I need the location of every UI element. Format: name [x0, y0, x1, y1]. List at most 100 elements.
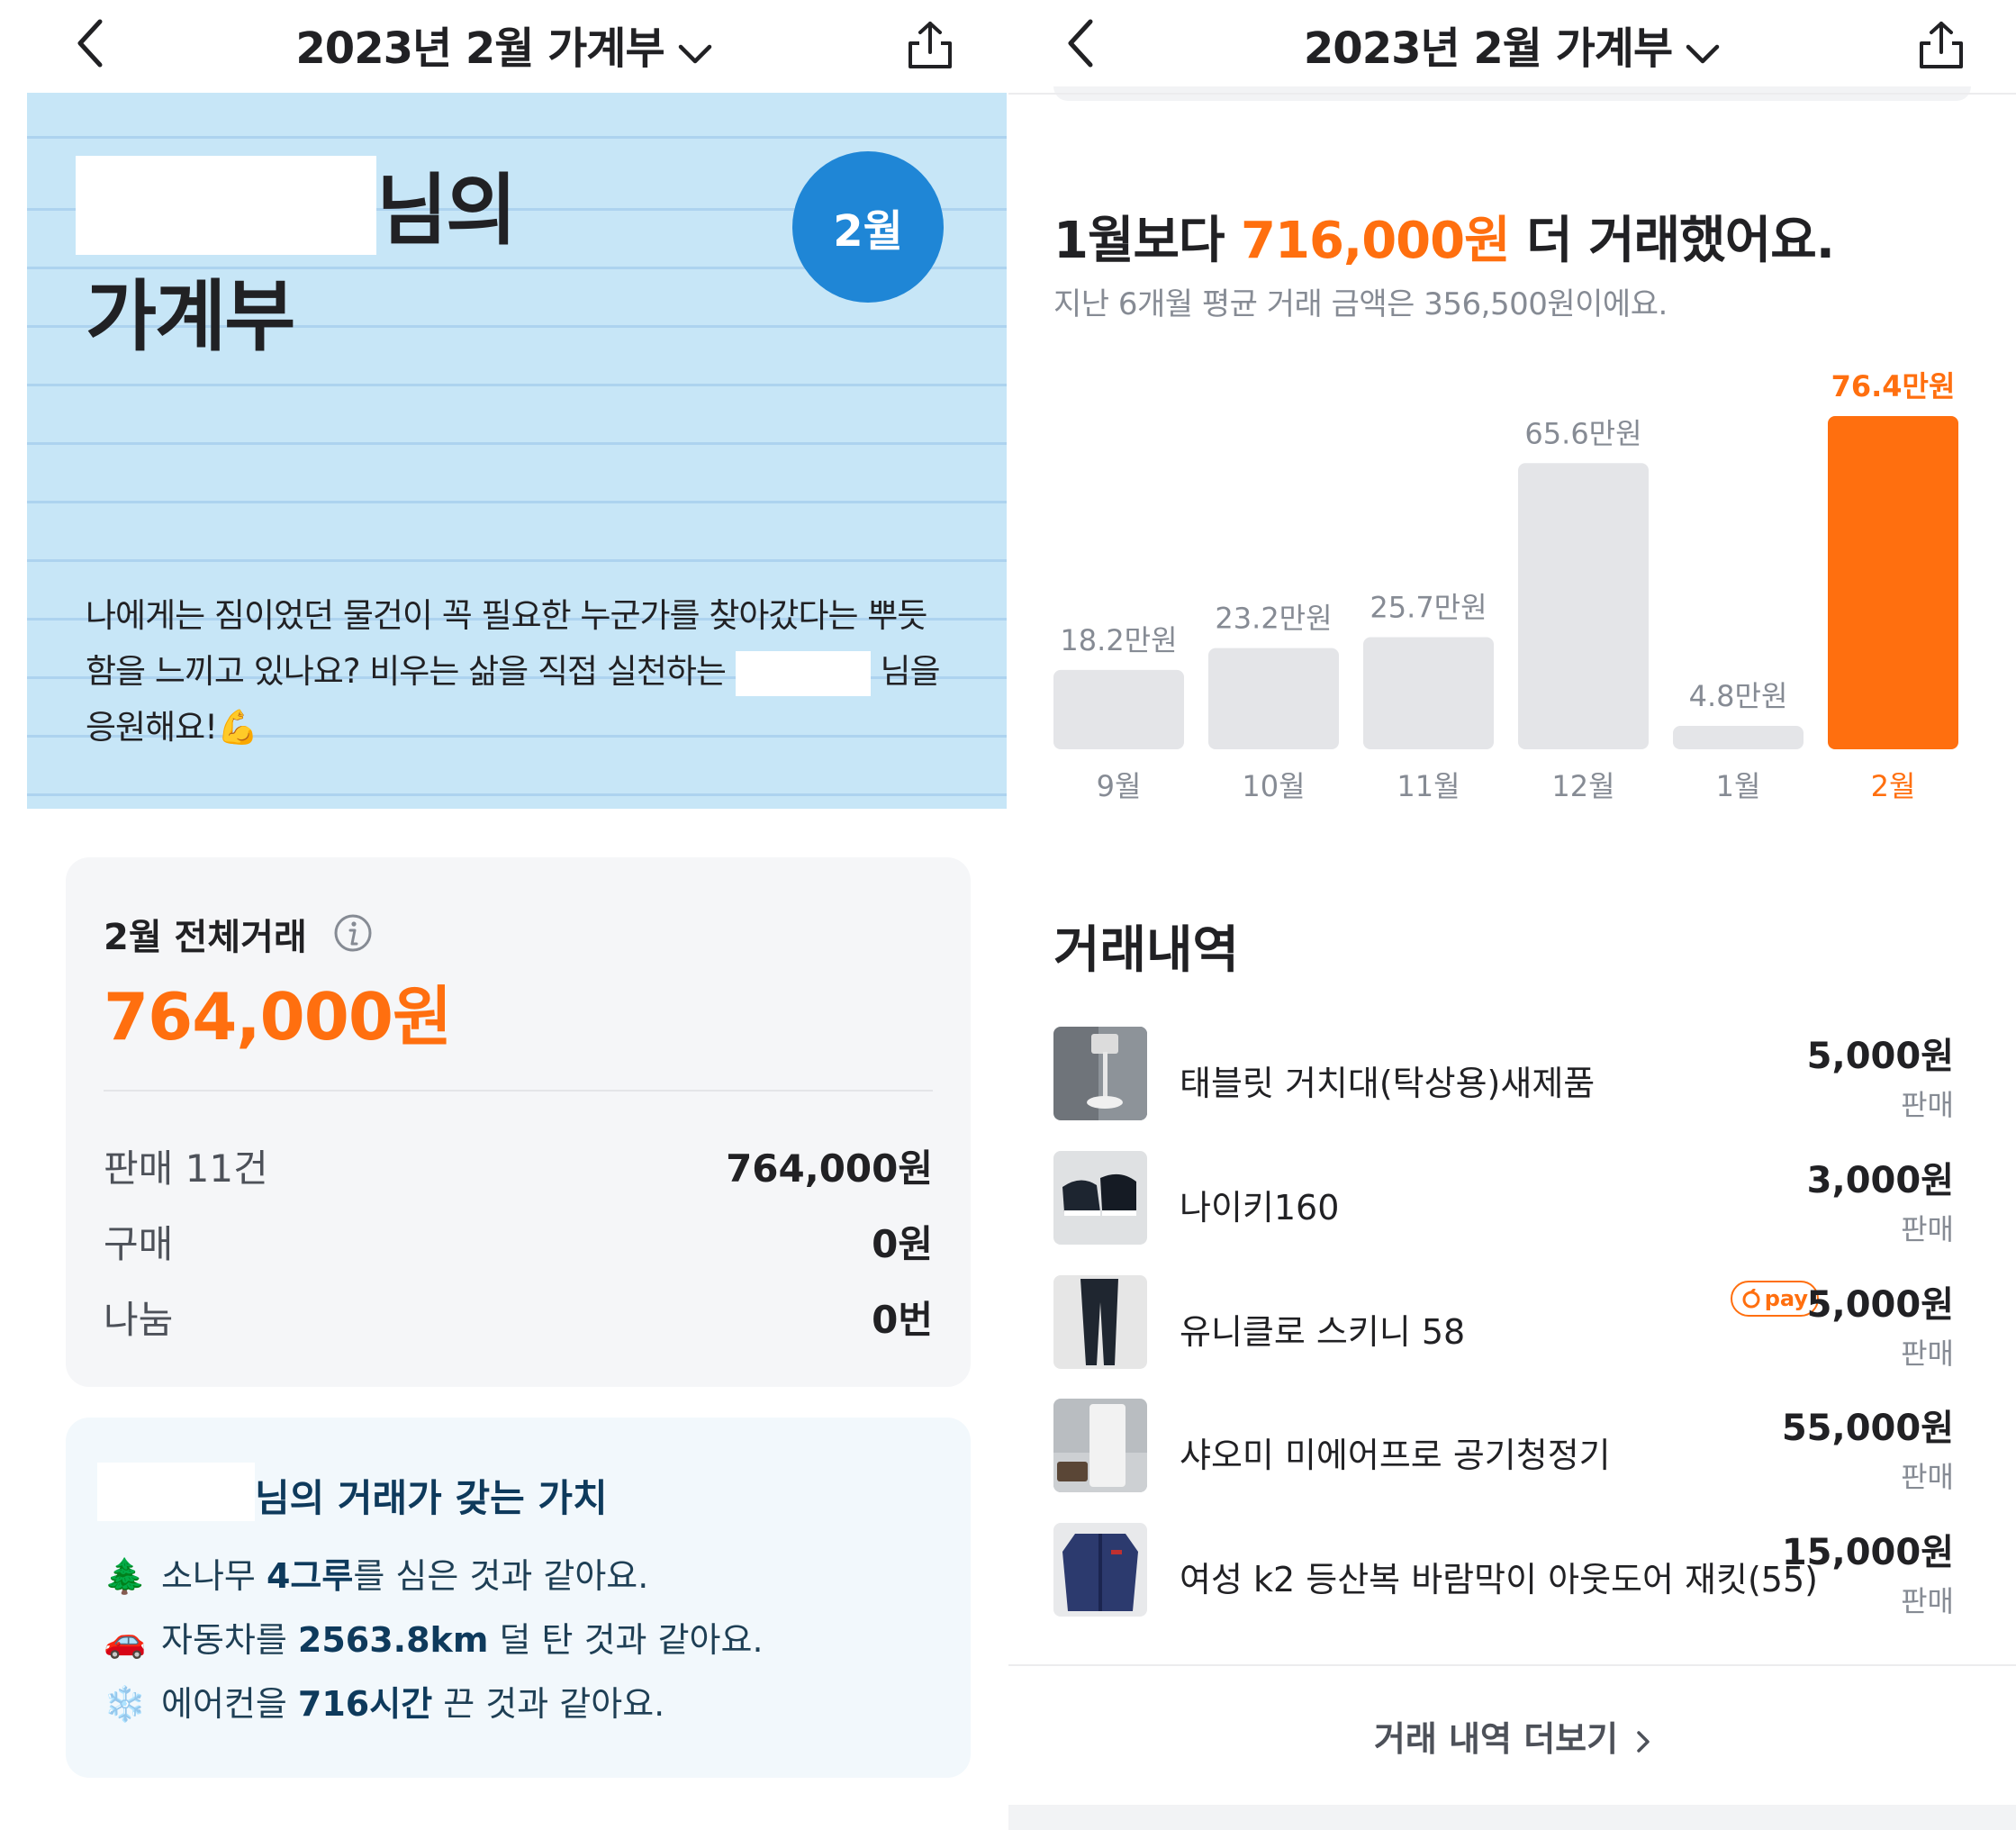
item-title: 나이키160: [1180, 1188, 1340, 1228]
summary-row-label: 나눔: [104, 1298, 174, 1342]
chart-value-label: 76.4만원: [1831, 369, 1956, 403]
transaction-item[interactable]: 샤오미 미에어프로 공기청정기 55,000원 판매: [1053, 1399, 1954, 1498]
page-title: 2023년 2월 가계부: [295, 23, 664, 74]
month-selector[interactable]: 2023년 2월 가계부: [1008, 13, 2016, 77]
snowflake-icon: ❄️: [104, 1684, 147, 1724]
divider: [1008, 1664, 2016, 1666]
transaction-item[interactable]: 유니클로 스키니 58 pay 5,000원 판매: [1053, 1275, 1954, 1374]
transaction-item[interactable]: 태블릿 거치대(탁상용)새제품 5,000원 판매: [1053, 1027, 1954, 1126]
value-row-trees: 🌲 소나무 4그루를 심은 것과 같아요.: [102, 1548, 648, 1598]
back-button[interactable]: [63, 11, 117, 76]
item-title: 샤오미 미에어프로 공기청정기: [1180, 1436, 1611, 1475]
summary-total-amount: 764,000원: [104, 979, 452, 1055]
share-icon: [1920, 22, 1963, 68]
summary-row-value: 0번: [872, 1298, 933, 1342]
summary-row-sales: 판매 11건 764,000원: [104, 1138, 933, 1201]
month-selector[interactable]: 2023년 2월 가계부: [0, 13, 1008, 77]
summary-row-purchase: 구매 0원: [104, 1214, 933, 1277]
summary-row-value: 764,000원: [726, 1146, 933, 1191]
tree-icon: 🌲: [104, 1556, 147, 1596]
chart-bar: [1673, 726, 1804, 749]
divider: [104, 1090, 933, 1092]
hero-description: 나에게는 짐이었던 물건이 꼭 필요한 누군가를 찾아갔다는 뿌듯함을 느끼고 …: [86, 588, 950, 756]
redacted-user-name: [97, 1463, 255, 1521]
chevron-right-icon: [1637, 1730, 1650, 1753]
share-button[interactable]: [1910, 13, 1973, 77]
value-text: 끈 것과 같아요.: [432, 1684, 665, 1724]
chart-category-label: 11월: [1397, 769, 1460, 803]
page-title: 2023년 2월 가계부: [1303, 23, 1673, 74]
value-highlight: 2563.8km: [297, 1620, 489, 1660]
item-price: 5,000원: [1806, 1036, 1954, 1077]
item-thumbnail: [1053, 1027, 1147, 1120]
item-price: 15,000원: [1781, 1532, 1954, 1573]
transaction-item[interactable]: 여성 k2 등산복 바람막이 아웃도어 재킷(55) 15,000원 판매: [1053, 1523, 1954, 1622]
hero-description-cheer: 님을 응원해요!💪: [86, 652, 941, 747]
transaction-item[interactable]: 나이키160 3,000원 판매: [1053, 1151, 1954, 1250]
share-icon: [909, 22, 952, 68]
item-price: 55,000원: [1781, 1408, 1954, 1449]
view-more-label: 거래 내역 더보기: [1373, 1719, 1619, 1759]
chart-category-label: 9월: [1097, 769, 1142, 803]
chart-value-label: 4.8만원: [1689, 679, 1788, 713]
chevron-left-icon: [77, 19, 103, 68]
chart-value-label: 23.2만원: [1215, 602, 1332, 636]
chart-category-label: 12월: [1551, 769, 1614, 803]
month-comparison-headline: 1월보다 716,000원 더 거래했어요.: [1053, 200, 1835, 273]
item-title: 유니클로 스키니 58: [1180, 1312, 1466, 1352]
info-icon[interactable]: [333, 913, 373, 953]
comparison-text: 1월보다: [1053, 212, 1242, 270]
car-icon: 🚗: [104, 1620, 147, 1660]
item-title: 여성 k2 등산복 바람막이 아웃도어 재킷(55): [1180, 1560, 1818, 1599]
item-trade-type: 판매: [1901, 1460, 1954, 1494]
item-trade-type: 판매: [1901, 1584, 1954, 1618]
comparison-text: 더 거래했어요.: [1509, 212, 1835, 270]
chart-bar: [1363, 637, 1494, 749]
comparison-amount: 716,000원: [1241, 212, 1511, 270]
item-trade-type: 판매: [1901, 1088, 1954, 1122]
value-card-title: 님의 거래가 갖는 가치: [255, 1476, 608, 1520]
chevron-down-icon: [1686, 44, 1720, 64]
item-thumbnail: [1053, 1523, 1147, 1617]
back-button[interactable]: [1053, 11, 1107, 76]
pay-badge: pay: [1730, 1281, 1819, 1317]
chart-category-label: 10월: [1242, 769, 1305, 803]
value-text: 에어컨을: [161, 1684, 298, 1724]
value-text: 덜 탄 것과 같아요.: [488, 1620, 764, 1660]
item-thumbnail: [1053, 1151, 1147, 1245]
transaction-history-title: 거래내역: [1053, 921, 1240, 980]
chart-category-label: 2월: [1871, 769, 1916, 803]
chart-category-label: 1월: [1716, 769, 1761, 803]
value-highlight: 4그루: [266, 1556, 354, 1596]
value-text: 소나무: [161, 1556, 267, 1596]
item-trade-type: 판매: [1901, 1212, 1954, 1246]
chart-bar: [1518, 463, 1649, 749]
chevron-down-icon: [678, 44, 711, 64]
carrot-pay-icon: [1742, 1289, 1760, 1309]
view-more-transactions-link[interactable]: 거래 내역 더보기: [1008, 1711, 2016, 1761]
value-row-car: 🚗 자동차를 2563.8km 덜 탄 것과 같아요.: [102, 1612, 764, 1662]
redacted-user-name: [735, 650, 871, 696]
share-button[interactable]: [899, 13, 962, 77]
summary-row-label: 판매 11건: [104, 1146, 268, 1191]
section-separator: [1008, 1805, 2016, 1830]
chart-value-label: 65.6만원: [1524, 416, 1641, 450]
item-trade-type: 판매: [1901, 1336, 1954, 1371]
value-text: 자동차를: [161, 1620, 298, 1660]
item-price: 5,000원: [1806, 1284, 1954, 1326]
item-title: 태블릿 거치대(탁상용)새제품: [1180, 1064, 1596, 1103]
right-screen: 2023년 2월 가계부 1월보다 716,000원 더 거래했어요. 지난 6…: [1008, 0, 2016, 1830]
summary-row-label: 구매: [104, 1222, 174, 1266]
redacted-user-name: [76, 156, 376, 255]
summary-row-value: 0원: [872, 1222, 933, 1266]
pay-badge-label: pay: [1764, 1286, 1808, 1311]
monthly-summary-card: 2월 전체거래 764,000원 판매 11건 764,000원 구매 0원 나…: [66, 857, 971, 1387]
top-app-bar: 2023년 2월 가계부: [0, 0, 1008, 90]
top-app-bar: 2023년 2월 가계부: [1008, 0, 2016, 90]
trade-value-card: 님의 거래가 갖는 가치 🌲 소나무 4그루를 심은 것과 같아요. 🚗 자동차를 …: [66, 1418, 971, 1778]
value-text: 를 심은 것과 같아요.: [353, 1556, 649, 1596]
chart-bar: [1053, 669, 1184, 749]
chart-bar: [1208, 648, 1339, 749]
monthly-trade-bar-chart: 18.2만원 9월 23.2만원 10월 25.7만원 11월 65.6만원 12월 4.8만원…: [1053, 369, 1958, 803]
chevron-left-icon: [1068, 19, 1093, 68]
